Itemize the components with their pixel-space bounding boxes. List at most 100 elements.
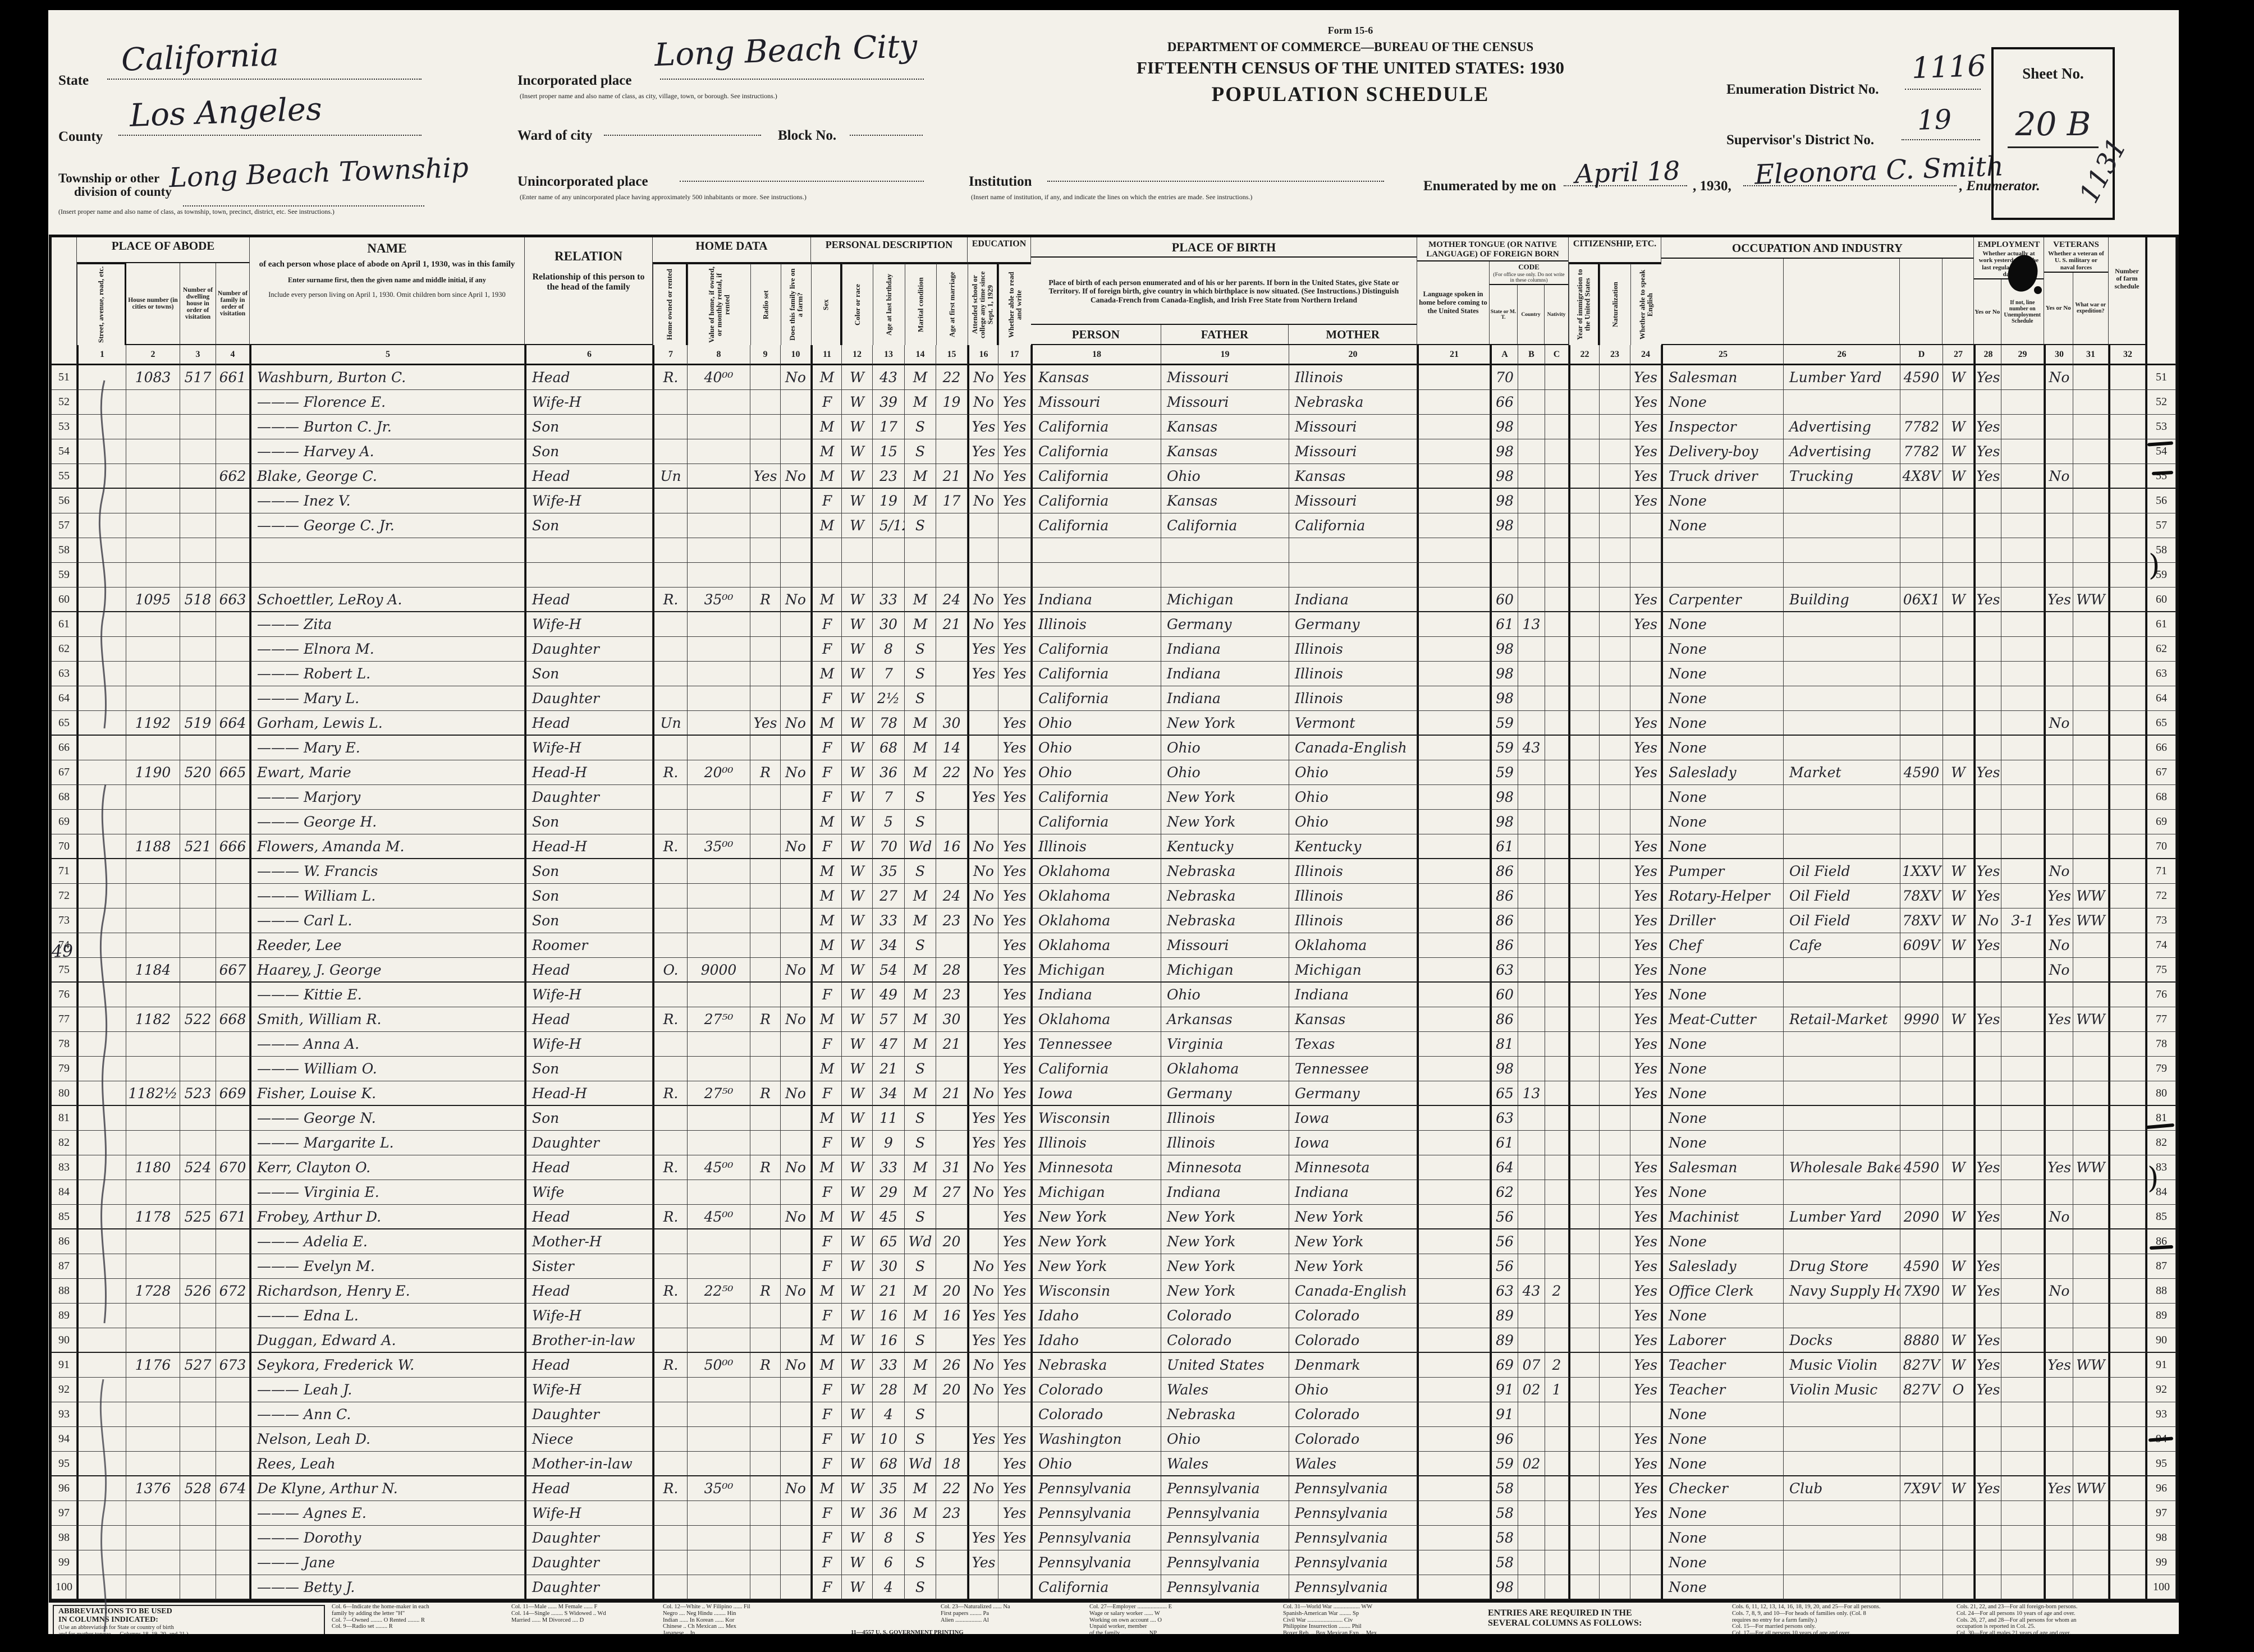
cell-st-line53 <box>77 415 126 439</box>
cell-rd-line76 <box>750 983 781 1007</box>
cell-p3-line91: Denmark <box>1289 1353 1417 1378</box>
cell-cd-line53: 7782 <box>1900 415 1943 439</box>
cell-r-line55: Head <box>525 464 653 489</box>
col-num-cl: 27 <box>1943 345 1974 365</box>
cell-w3-line62 <box>2073 637 2109 662</box>
cell-rw-line98: Yes <box>998 1526 1031 1550</box>
col-num-n: 5 <box>250 345 525 365</box>
cell-cd-line84 <box>1900 1180 1943 1205</box>
cell-rd-line61 <box>750 612 781 637</box>
group-place-of-birth: PLACE OF BIRTH Place of birth of each pe… <box>1031 237 1417 345</box>
cell-cl-line54: W <box>1943 439 1974 464</box>
cell-rc-line77: W <box>842 1007 873 1032</box>
cell-ms-line94: S <box>905 1427 936 1452</box>
cell-e2-line87: Yes <box>1974 1254 2001 1279</box>
cell-ca-line51: 70 <box>1490 365 1518 390</box>
cell-st-line60 <box>77 588 126 612</box>
cell-ag-line94: 10 <box>873 1427 905 1452</box>
cell-h-line57 <box>126 513 180 538</box>
cell-fs-line86 <box>2109 1229 2146 1254</box>
block-line <box>850 120 923 136</box>
cell-p1-line87: New York <box>1031 1254 1161 1279</box>
cell-en-line88: Yes <box>1630 1279 1661 1304</box>
cell-u2-line80 <box>2001 1081 2044 1106</box>
cell-r-line96: Head <box>525 1476 653 1501</box>
cell-p2-line98: Pennsylvania <box>1161 1526 1289 1550</box>
cell-r-line87: Sister <box>525 1254 653 1279</box>
cell-rw-line89: Yes <box>998 1304 1031 1328</box>
cell-cd-line83: 4590 <box>1900 1155 1943 1180</box>
cell-am-line68 <box>936 785 968 810</box>
cell-w3-line71 <box>2073 859 2109 884</box>
cell-rl-line100: 100 <box>2146 1575 2176 1600</box>
cell-t-line89 <box>653 1304 688 1328</box>
cell-cb-line93 <box>1518 1402 1545 1427</box>
cell-p2-line53: Kansas <box>1161 415 1289 439</box>
cell-e2-line70 <box>1974 834 2001 859</box>
cell-st-line54 <box>77 439 126 464</box>
cell-in-line62 <box>1784 637 1900 662</box>
cell-d-line90 <box>180 1328 216 1353</box>
cell-e2-line86 <box>1974 1229 2001 1254</box>
cell-st-line72 <box>77 884 126 908</box>
cell-rc-line70: W <box>842 834 873 859</box>
cell-oc-line67: Saleslady <box>1661 760 1784 785</box>
cell-p1-line88: Wisconsin <box>1031 1279 1161 1304</box>
cell-in-line56 <box>1784 489 1900 513</box>
cell-fs-line99 <box>2109 1550 2146 1575</box>
cell-cc-line59 <box>1545 563 1569 588</box>
cell-rw-line88: Yes <box>998 1279 1031 1304</box>
cell-sx-line75: M <box>811 958 842 983</box>
cell-rw-line57 <box>998 513 1031 538</box>
cell-h-line64 <box>126 686 180 711</box>
cell-ca-line78: 81 <box>1490 1032 1518 1057</box>
footer-block-9: Cols. 21, 22, and 23—For all foreign-bor… <box>1957 1604 2078 1634</box>
cell-p2-line91: United States <box>1161 1353 1289 1378</box>
cell-p3-line70: Kentucky <box>1289 834 1417 859</box>
cell-st-line79 <box>77 1057 126 1081</box>
cell-oc-line75: None <box>1661 958 1784 983</box>
cell-e2-line65 <box>1974 711 2001 736</box>
cell-n-line70: Flowers, Amanda M. <box>250 834 525 859</box>
cell-yr-line53 <box>1569 415 1600 439</box>
cell-p3-line52: Nebraska <box>1289 390 1417 415</box>
cell-l-line63: 63 <box>52 662 77 686</box>
cell-in-line69 <box>1784 810 1900 834</box>
cell-p2-line86: New York <box>1161 1229 1289 1254</box>
cell-u2-line100 <box>2001 1575 2044 1600</box>
cell-na-line66 <box>1600 736 1630 760</box>
cell-f-line65: 664 <box>216 711 250 736</box>
township-note: (Insert proper name and also name of cla… <box>58 208 335 215</box>
cell-cl-line64 <box>1943 686 1974 711</box>
cell-in-line60: Building <box>1784 588 1900 612</box>
cell-r-line69: Son <box>525 810 653 834</box>
cell-en-line96: Yes <box>1630 1476 1661 1501</box>
cell-ag-line100: 4 <box>873 1575 905 1600</box>
cell-r-line90: Brother-in-law <box>525 1328 653 1353</box>
cell-v3-line87 <box>2044 1254 2073 1279</box>
cell-p2-line59 <box>1161 563 1289 588</box>
cell-na-line61 <box>1600 612 1630 637</box>
cell-fs-line85 <box>2109 1205 2146 1229</box>
cell-ms-line55: M <box>905 464 936 489</box>
cell-f-line61 <box>216 612 250 637</box>
cell-v3-line90 <box>2044 1328 2073 1353</box>
cell-yr-line59 <box>1569 563 1600 588</box>
cell-ca-line59 <box>1490 563 1518 588</box>
cell-l-line57: 57 <box>52 513 77 538</box>
cell-l-line90: 90 <box>52 1328 77 1353</box>
cell-rc-line57: W <box>842 513 873 538</box>
cell-p1-line58 <box>1031 538 1161 563</box>
cell-rl-line62: 62 <box>2146 637 2176 662</box>
cell-cb-line51 <box>1518 365 1545 390</box>
cell-d-line66 <box>180 736 216 760</box>
cell-ms-line60: M <box>905 588 936 612</box>
cell-sx-line97: F <box>811 1501 842 1526</box>
cell-p2-line77: Arkansas <box>1161 1007 1289 1032</box>
cell-f-line86 <box>216 1229 250 1254</box>
cell-sx-line95: F <box>811 1452 842 1476</box>
cell-lg-line61 <box>1417 612 1490 637</box>
cell-u2-line69 <box>2001 810 2044 834</box>
cell-fs-line100 <box>2109 1575 2146 1600</box>
cell-cc-line96 <box>1545 1476 1569 1501</box>
